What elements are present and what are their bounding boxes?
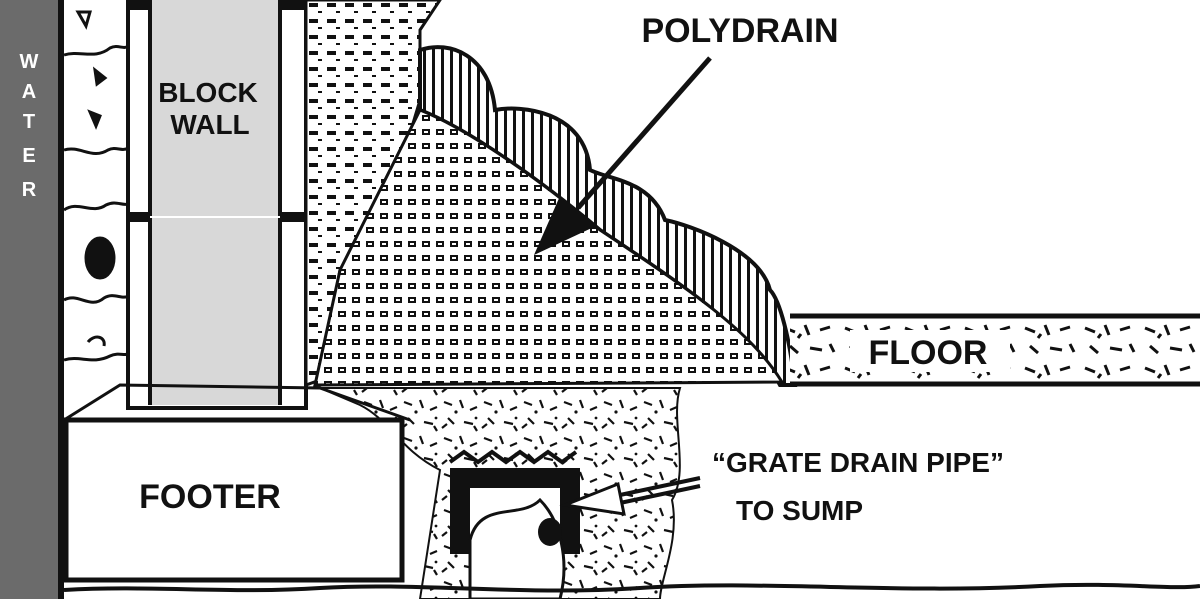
floor-slab — [790, 313, 1200, 387]
polydrain-label: POLYDRAIN — [641, 12, 838, 50]
water-label: W A T E R — [20, 51, 39, 201]
floor-label: FLOOR — [869, 334, 988, 372]
block-wall-label-line1: BLOCK — [158, 77, 258, 108]
water-letter: A — [22, 81, 36, 103]
grate-drain-label-line1: “GRATE DRAIN PIPE” — [712, 447, 1004, 478]
block-wall — [126, 0, 308, 410]
footer-block — [63, 383, 411, 583]
block-wall-label-line2: WALL — [170, 109, 249, 140]
grate-drain-label-line2: TO SUMP — [736, 495, 863, 526]
polydrain-arrow — [534, 56, 712, 255]
water-letter: T — [23, 111, 35, 133]
water-letter: R — [22, 179, 37, 201]
water-letter: E — [22, 145, 35, 167]
grate-drain-pipe — [448, 449, 580, 599]
footer-label: FOOTER — [139, 478, 281, 516]
water-letter: W — [20, 51, 39, 73]
ground-line — [63, 582, 1200, 593]
grate-drain-arrow — [559, 476, 701, 516]
soil-backfill — [63, 10, 130, 362]
water-bar — [0, 0, 64, 599]
